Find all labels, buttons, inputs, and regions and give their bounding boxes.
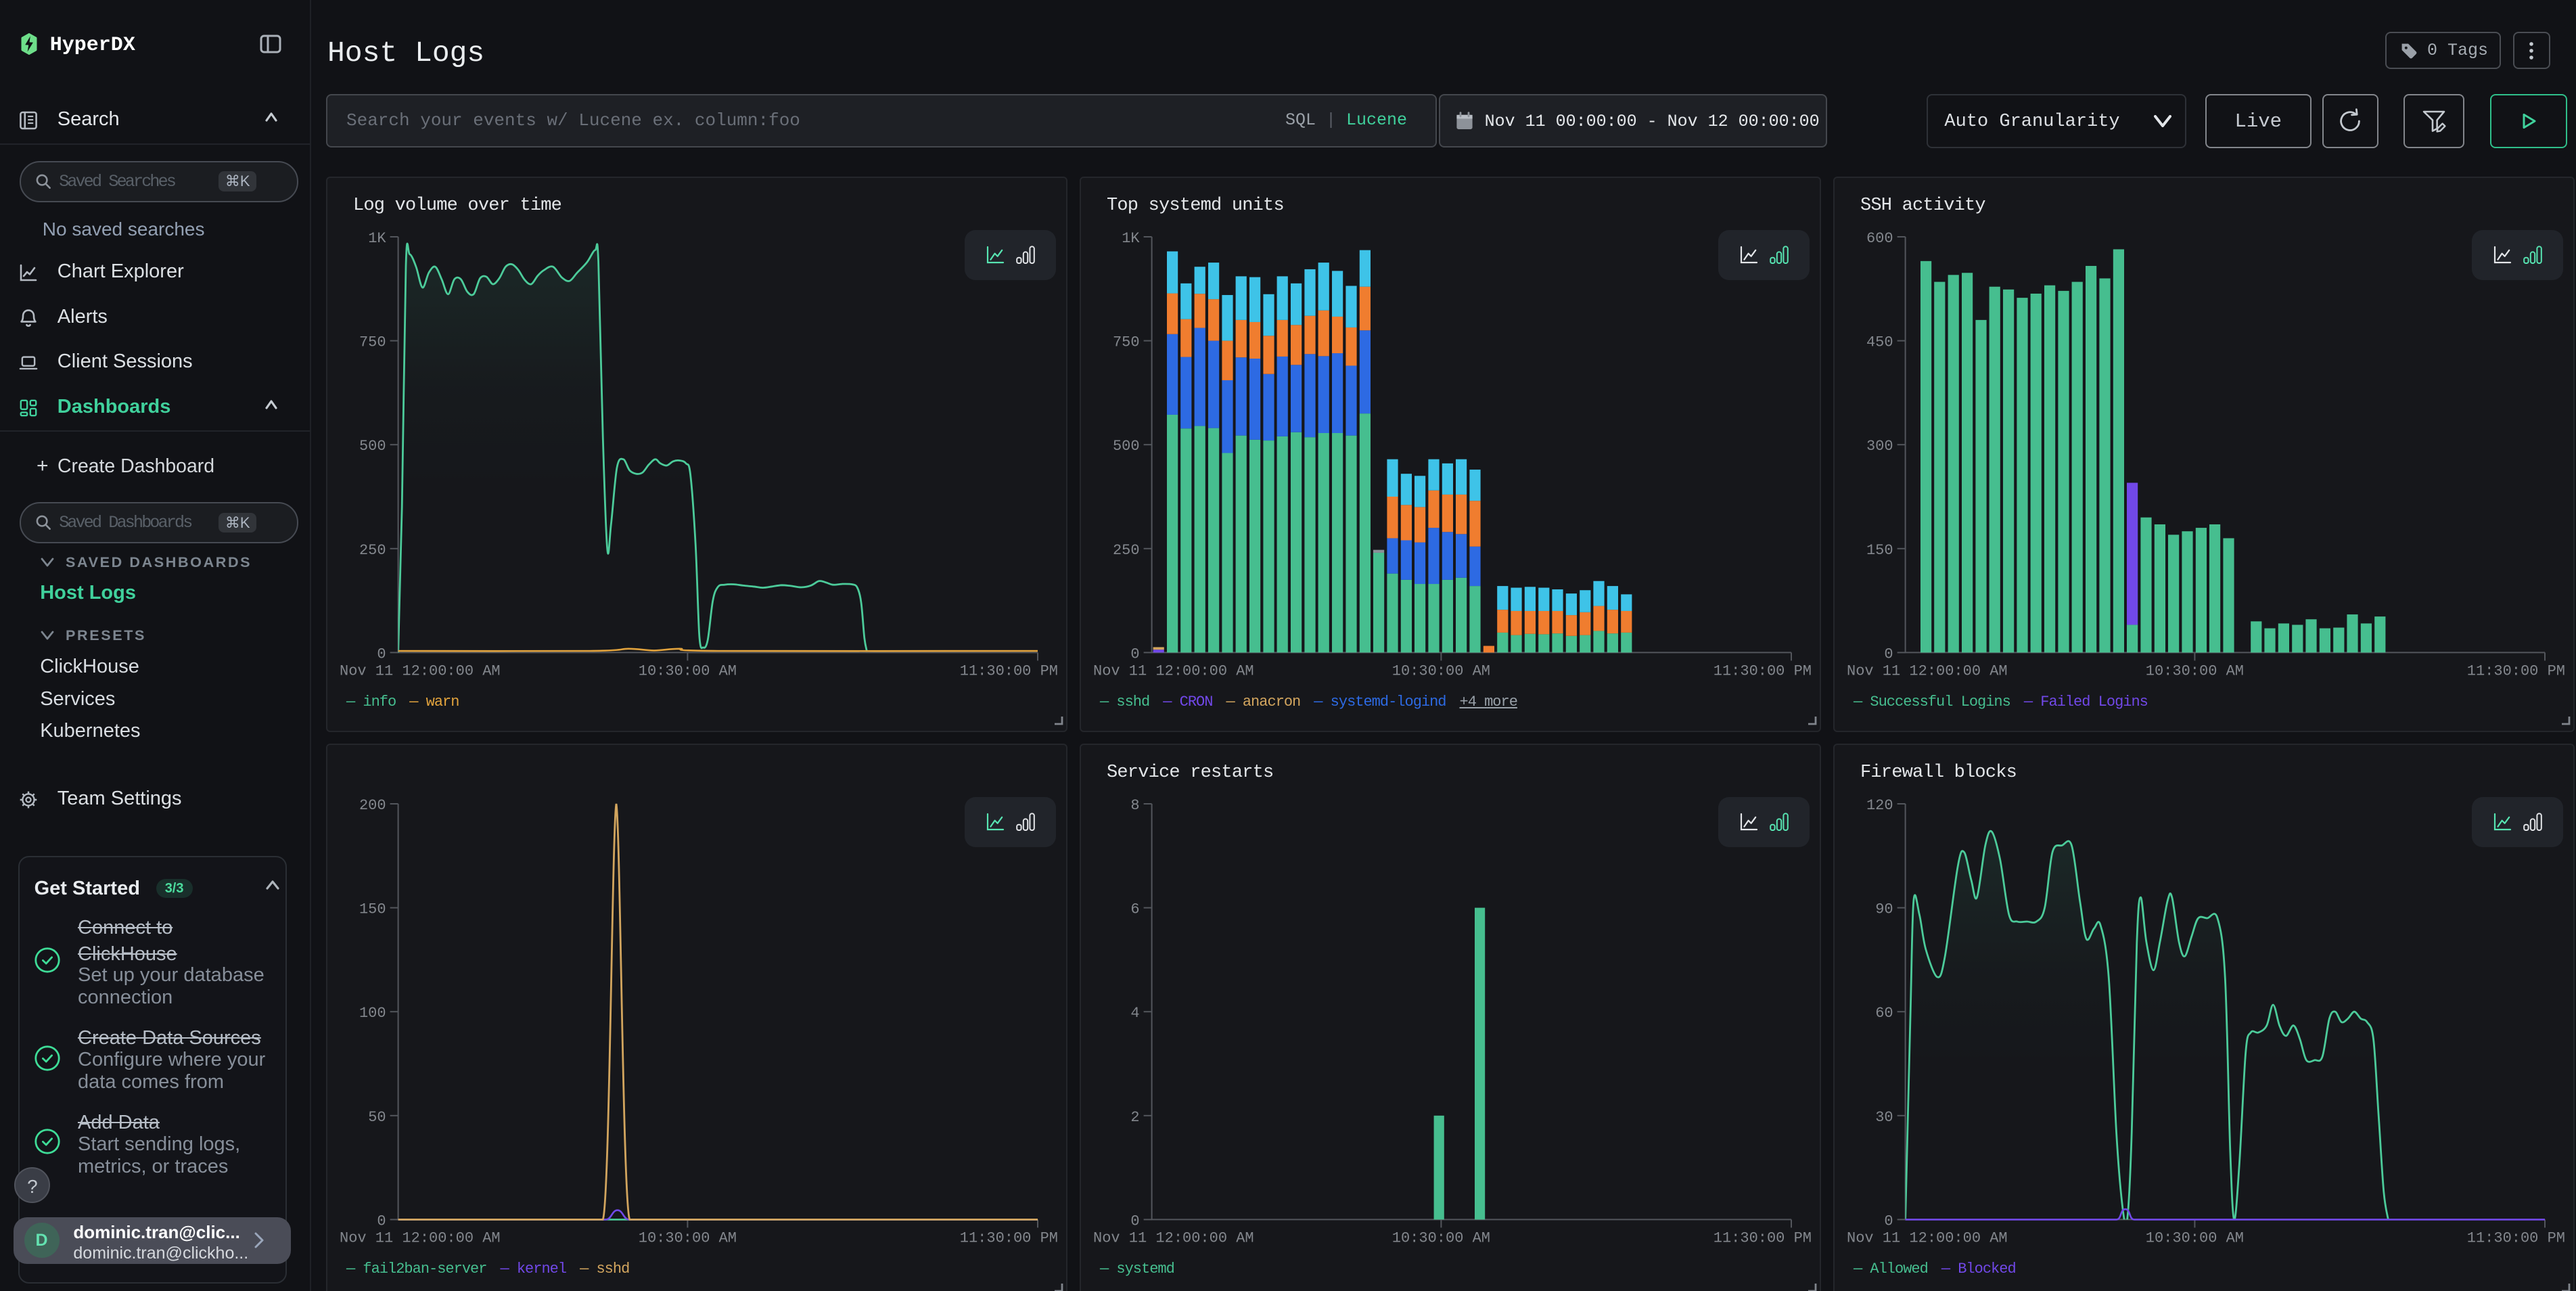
- svg-text:600: 600: [1866, 230, 1893, 247]
- svg-text:4: 4: [1130, 1005, 1139, 1022]
- svg-text:50: 50: [368, 1109, 386, 1126]
- svg-text:300: 300: [1866, 438, 1893, 455]
- svg-text:0: 0: [377, 646, 386, 662]
- svg-text:60: 60: [1875, 1005, 1893, 1022]
- svg-text:Nov 11 12:00:00 AM: Nov 11 12:00:00 AM: [1847, 662, 2008, 679]
- svg-text:Nov 11 12:00:00 AM: Nov 11 12:00:00 AM: [340, 662, 501, 679]
- svg-text:0: 0: [377, 1213, 386, 1229]
- svg-text:100: 100: [359, 1005, 386, 1022]
- svg-text:500: 500: [359, 438, 386, 455]
- svg-text:Nov 11 12:00:00 AM: Nov 11 12:00:00 AM: [1093, 1229, 1254, 1246]
- svg-text:0: 0: [1130, 1213, 1139, 1229]
- svg-text:11:30:00 PM: 11:30:00 PM: [1714, 1229, 1812, 1246]
- svg-text:30: 30: [1875, 1109, 1893, 1126]
- svg-text:1K: 1K: [1122, 230, 1140, 247]
- svg-text:11:30:00 PM: 11:30:00 PM: [960, 1229, 1058, 1246]
- svg-text:90: 90: [1875, 901, 1893, 918]
- svg-text:Nov 11 12:00:00 AM: Nov 11 12:00:00 AM: [1847, 1229, 2008, 1246]
- svg-text:150: 150: [1866, 542, 1893, 559]
- svg-text:0: 0: [1884, 646, 1893, 662]
- svg-text:11:30:00 PM: 11:30:00 PM: [2467, 662, 2565, 679]
- svg-text:Nov 11 12:00:00 AM: Nov 11 12:00:00 AM: [1093, 662, 1254, 679]
- svg-text:10:30:00 AM: 10:30:00 AM: [639, 1229, 737, 1246]
- svg-text:11:30:00 PM: 11:30:00 PM: [960, 662, 1058, 679]
- svg-text:10:30:00 AM: 10:30:00 AM: [639, 662, 737, 679]
- svg-text:10:30:00 AM: 10:30:00 AM: [2146, 1229, 2244, 1246]
- svg-text:250: 250: [1113, 542, 1140, 559]
- svg-text:500: 500: [1113, 438, 1140, 455]
- svg-text:2: 2: [1130, 1109, 1139, 1126]
- svg-text:750: 750: [359, 334, 386, 351]
- svg-text:200: 200: [359, 797, 386, 814]
- svg-text:10:30:00 AM: 10:30:00 AM: [2146, 662, 2244, 679]
- svg-text:1K: 1K: [368, 230, 386, 247]
- svg-text:11:30:00 PM: 11:30:00 PM: [2467, 1229, 2565, 1246]
- svg-text:8: 8: [1130, 797, 1139, 814]
- svg-text:Nov 11 12:00:00 AM: Nov 11 12:00:00 AM: [340, 1229, 501, 1246]
- svg-text:10:30:00 AM: 10:30:00 AM: [1392, 1229, 1490, 1246]
- svg-text:750: 750: [1113, 334, 1140, 351]
- svg-text:120: 120: [1866, 797, 1893, 814]
- svg-text:0: 0: [1130, 646, 1139, 662]
- svg-text:6: 6: [1130, 901, 1139, 918]
- svg-text:10:30:00 AM: 10:30:00 AM: [1392, 662, 1490, 679]
- svg-text:0: 0: [1884, 1213, 1893, 1229]
- svg-text:450: 450: [1866, 334, 1893, 351]
- svg-text:150: 150: [359, 901, 386, 918]
- svg-text:250: 250: [359, 542, 386, 559]
- svg-text:11:30:00 PM: 11:30:00 PM: [1714, 662, 1812, 679]
